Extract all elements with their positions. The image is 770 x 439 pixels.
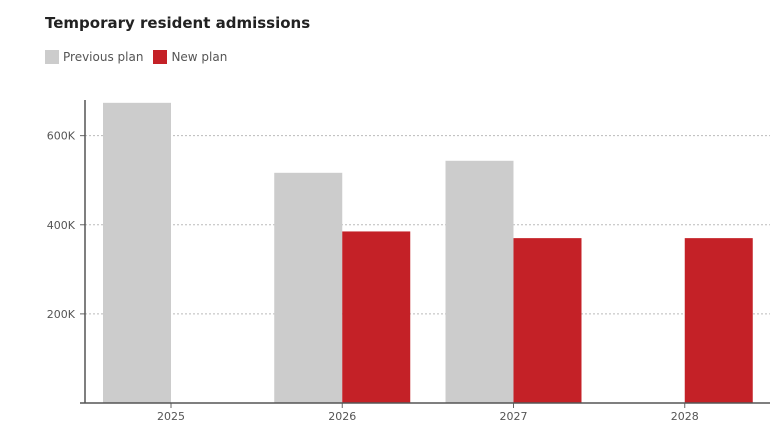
legend-swatch-new-plan	[153, 50, 168, 64]
bar-new-plan-2027	[513, 238, 582, 403]
legend-label-previous-plan: Previous plan	[63, 50, 144, 64]
y-tick-label: 200K	[47, 308, 76, 321]
legend-swatch-previous-plan	[45, 50, 59, 64]
bar-new-plan-2028	[684, 238, 753, 403]
legend-item-previous-plan: Previous plan	[45, 50, 143, 64]
y-tick-label: 600K	[47, 130, 76, 143]
x-tick-label: 2026	[328, 410, 356, 423]
legend-label-new-plan: New plan	[171, 50, 228, 64]
bar-previous-plan-2025	[103, 102, 171, 404]
bar-new-plan-2026	[342, 231, 411, 403]
bar-previous-plan-2027	[445, 160, 514, 403]
bar-previous-plan-2026	[274, 172, 343, 403]
legend-item-new-plan: New plan	[153, 50, 227, 64]
x-tick-label: 2027	[500, 410, 528, 423]
legend: Previous plan New plan	[45, 50, 237, 64]
x-tick-label: 2028	[671, 410, 699, 423]
chart-title: Temporary resident admissions	[45, 14, 311, 32]
x-tick-label: 2025	[157, 410, 185, 423]
y-tick-label: 400K	[47, 219, 76, 232]
